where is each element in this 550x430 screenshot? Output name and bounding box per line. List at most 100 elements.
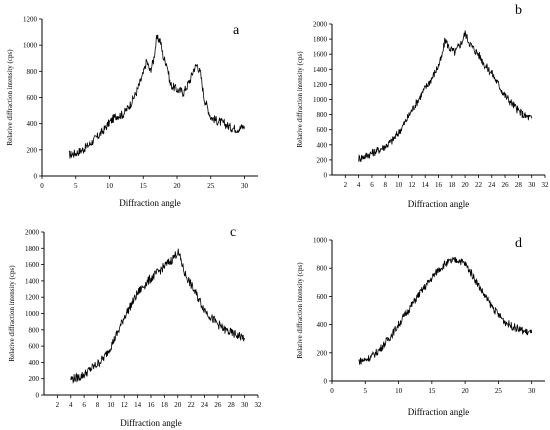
x-tick-label: 30 (241, 182, 249, 190)
x-tick-label: 30 (528, 387, 536, 395)
y-tick-label: 600 (29, 343, 40, 351)
y-tick-label: 400 (29, 359, 40, 367)
y-tick-label: 800 (29, 326, 40, 334)
x-tick-label: 28 (515, 181, 523, 189)
x-tick-label: 16 (148, 401, 156, 409)
y-tick-label: 1400 (25, 277, 40, 285)
x-tick-label: 26 (214, 401, 222, 409)
chart-panel-a: 0 5 10 15 20 25 30 0 200 400 600 800 1000 1200 Relativ… (0, 0, 275, 215)
chart-panel-b: 2 4 6 8 10 12 14 16 18 20 22 24 26 28 30 32 0 200 400 600 80… (275, 0, 550, 215)
y-tick-label: 1200 (23, 16, 38, 24)
y-tick-label: 400 (317, 141, 328, 149)
y-tick-label: 1200 (25, 294, 40, 302)
y-tick-label: 200 (29, 375, 40, 383)
chart-c: 2 4 6 8 10 12 14 16 18 20 22 24 26 28 30 32020040060080… (8, 225, 263, 428)
y-tick-label: 800 (317, 111, 328, 119)
y-tick-label: 400 (317, 321, 328, 329)
series-line (70, 248, 246, 384)
y-tick-label: 2000 (25, 229, 40, 237)
x-tick-label: 28 (228, 401, 236, 409)
x-tick-label: 15 (140, 182, 148, 190)
y-tick-label: 200 (317, 156, 328, 164)
x-tick-label: 12 (408, 181, 416, 189)
y-tick-label: 1800 (313, 36, 328, 44)
x-tick-label: 25 (495, 387, 503, 395)
x-tick-label: 2 (56, 401, 60, 409)
x-tick-label: 0 (330, 387, 334, 395)
series-line (358, 256, 533, 365)
x-tick-label: 32 (255, 401, 263, 409)
y-axis-label: Relative diffraction intensity (cps) (296, 262, 304, 359)
y-tick-label: 1000 (25, 310, 40, 318)
x-tick-label: 10 (395, 387, 403, 395)
y-tick-label: 1000 (23, 42, 38, 50)
x-tick-label: 24 (201, 401, 209, 409)
x-tick-label: 14 (134, 401, 142, 409)
x-tick-label: 20 (462, 181, 470, 189)
x-tick-label: 0 (40, 182, 44, 190)
panel-label: b (515, 3, 522, 18)
x-tick-label: 26 (502, 181, 510, 189)
panel-label: d (515, 236, 522, 251)
x-axis-label: Diffraction angle (408, 407, 470, 417)
x-tick-label: 4 (69, 401, 73, 409)
x-tick-label: 5 (74, 182, 78, 190)
chart-d: 0 5 10 15 20 25 30 0 200 400 600 800 1000 Relative di… (296, 236, 545, 417)
chart-panel-d: 0 5 10 15 20 25 30 0 200 400 600 800 1000 Relative di… (275, 215, 550, 430)
x-tick-label: 14 (422, 181, 430, 189)
x-tick-label: 5 (364, 387, 368, 395)
y-tick-label: 1200 (313, 81, 328, 89)
x-tick-label: 20 (174, 182, 182, 190)
y-tick-label: 1000 (313, 96, 328, 104)
y-tick-label: 200 (317, 349, 328, 357)
x-tick-label: 10 (395, 181, 403, 189)
y-axis-label: Relative diffraction intensity (cps) (6, 49, 14, 146)
x-tick-label: 4 (357, 181, 361, 189)
x-tick-label: 6 (82, 401, 86, 409)
x-tick-label: 20 (174, 401, 182, 409)
chart-panel-c: 2 4 6 8 10 12 14 16 18 20 22 24 26 28 30 32 0 200 400 600 80… (0, 215, 275, 430)
y-axis-label: Relative diffraction intensity (cps) (296, 51, 304, 148)
x-tick-label: 25 (207, 182, 215, 190)
y-tick-label: 1000 (313, 237, 328, 245)
x-tick-label: 10 (107, 401, 115, 409)
y-tick-label: 1800 (25, 245, 40, 253)
y-tick-label: 600 (27, 94, 38, 102)
x-tick-label: 22 (188, 401, 196, 409)
y-tick-label: 2000 (313, 21, 328, 29)
y-tick-label: 400 (27, 120, 38, 128)
x-tick-label: 18 (161, 401, 169, 409)
y-tick-label: 0 (34, 173, 38, 181)
x-tick-label: 2 (344, 181, 348, 189)
x-tick-label: 20 (462, 387, 470, 395)
x-tick-label: 10 (106, 182, 114, 190)
panel-label: a (233, 23, 240, 38)
x-tick-label: 30 (241, 401, 249, 409)
x-tick-label: 32 (542, 181, 550, 189)
y-tick-label: 200 (27, 146, 38, 154)
chart-b: 2 4 6 8 10 12 14 16 18 20 22 24 26 28 30 32020040060080… (296, 3, 550, 209)
series-line (68, 34, 245, 159)
x-tick-label: 6 (370, 181, 374, 189)
y-tick-label: 1400 (313, 66, 328, 74)
x-tick-label: 30 (528, 181, 536, 189)
y-tick-label: 1600 (313, 51, 328, 59)
y-tick-label: 0 (324, 172, 328, 180)
y-axis-label: Relative diffraction intensity (cps) (8, 265, 16, 362)
x-tick-label: 8 (384, 181, 388, 189)
y-tick-label: 600 (317, 126, 328, 134)
x-tick-label: 16 (435, 181, 443, 189)
chart-a: 0 5 10 15 20 25 30 0 200 400 600 800 1000 1200 Relativ… (6, 16, 258, 208)
panel-label: c (230, 225, 236, 240)
x-axis-label: Diffraction angle (120, 418, 182, 428)
y-tick-label: 800 (317, 265, 328, 273)
y-tick-label: 0 (36, 392, 40, 400)
x-tick-label: 8 (96, 401, 100, 409)
x-tick-label: 24 (488, 181, 496, 189)
x-tick-label: 18 (448, 181, 456, 189)
x-axis-label: Diffraction angle (408, 199, 470, 209)
x-tick-label: 15 (428, 387, 436, 395)
y-tick-label: 0 (324, 378, 328, 386)
x-tick-label: 22 (475, 181, 483, 189)
x-axis-label: Diffraction angle (119, 198, 181, 208)
